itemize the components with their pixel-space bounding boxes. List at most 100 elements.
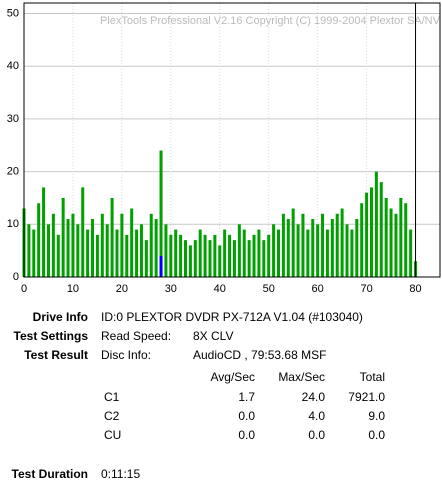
label: Test Result <box>24 348 88 362</box>
bar <box>291 208 295 277</box>
y-tick-label: 10 <box>7 218 19 230</box>
label: Test Duration <box>11 467 88 481</box>
bar <box>135 229 139 277</box>
bar <box>71 213 75 277</box>
bar <box>125 234 129 277</box>
bar <box>345 224 349 277</box>
bar <box>81 187 85 277</box>
key: Read Speed: <box>101 329 172 343</box>
chart: PlexTools Professional V2.16 Copyright (… <box>7 2 441 295</box>
bar <box>169 234 173 277</box>
bar <box>198 229 202 277</box>
bar <box>394 213 398 277</box>
cell: 1.7 <box>238 390 255 404</box>
bar <box>61 197 65 277</box>
bar <box>325 229 329 277</box>
bar <box>193 240 197 277</box>
bar <box>247 240 251 277</box>
bar <box>149 213 153 277</box>
x-tick-label: 70 <box>360 283 372 295</box>
bar <box>365 192 369 277</box>
bar <box>159 150 163 277</box>
row-label: C2 <box>104 409 120 423</box>
x-tick-label: 10 <box>67 283 79 295</box>
cell: 0.0 <box>238 428 255 442</box>
row-label: C1 <box>104 390 120 404</box>
bar <box>360 203 364 277</box>
bar <box>321 213 325 277</box>
bar <box>384 197 388 277</box>
bar <box>42 187 46 277</box>
x-tick-label: 50 <box>263 283 275 295</box>
value: ID:0 PLEXTOR DVDR PX-712A V1.04 (#103040… <box>101 310 363 324</box>
bar <box>404 203 408 277</box>
bar <box>159 255 163 277</box>
bar <box>340 208 344 277</box>
bar <box>203 234 207 277</box>
bar <box>286 219 290 277</box>
bar <box>139 224 143 277</box>
bar <box>316 224 320 277</box>
bar <box>301 213 305 277</box>
bar <box>306 229 310 277</box>
y-tick-label: 30 <box>7 113 19 125</box>
cell: 7921.0 <box>348 390 385 404</box>
bar <box>66 219 70 277</box>
bar <box>56 234 60 277</box>
cell: 0.0 <box>368 428 385 442</box>
bar <box>379 182 383 277</box>
bar <box>237 224 241 277</box>
y-tick-label: 20 <box>7 166 19 178</box>
bar <box>208 240 212 277</box>
x-tick-label: 40 <box>214 283 226 295</box>
bar <box>311 219 315 277</box>
y-tick-label: 40 <box>7 60 19 72</box>
bar <box>154 219 158 277</box>
bar <box>130 208 134 277</box>
bar <box>213 234 217 277</box>
column-header: Avg/Sec <box>210 370 255 384</box>
bar <box>223 229 227 277</box>
bar <box>86 229 90 277</box>
x-tick-label: 60 <box>312 283 324 295</box>
column-header: Total <box>359 370 385 384</box>
value: AudioCD , 79:53.68 MSF <box>193 348 327 362</box>
cell: 0.0 <box>308 428 325 442</box>
bar <box>272 224 276 277</box>
cell: 24.0 <box>301 390 325 404</box>
bar <box>374 171 378 277</box>
value: 8X CLV <box>193 329 234 343</box>
bar <box>37 203 41 277</box>
bar <box>350 229 354 277</box>
bar <box>144 240 148 277</box>
x-tick-label: 0 <box>21 283 27 295</box>
bar <box>100 213 104 277</box>
bar <box>105 224 109 277</box>
bar <box>95 234 99 277</box>
plot-frame <box>23 2 441 278</box>
bar <box>252 234 256 277</box>
y-tick-label: 50 <box>7 7 19 19</box>
bar <box>276 229 280 277</box>
bar <box>91 219 95 277</box>
cell: 0.0 <box>238 409 255 423</box>
bar <box>174 229 178 277</box>
x-tick-label: 30 <box>165 283 177 295</box>
bar <box>164 224 168 277</box>
bar <box>281 213 285 277</box>
bar <box>188 245 192 277</box>
bar <box>330 219 334 277</box>
cell: 9.0 <box>368 409 385 423</box>
bar <box>399 197 403 277</box>
bar <box>115 229 119 277</box>
bar <box>409 229 413 277</box>
bar <box>369 187 373 277</box>
column-header: Max/Sec <box>278 370 325 384</box>
bar <box>218 245 222 277</box>
bar <box>120 213 124 277</box>
bar <box>32 229 36 277</box>
bar <box>179 234 183 277</box>
label: Drive Info <box>32 310 88 324</box>
bar <box>184 240 188 277</box>
